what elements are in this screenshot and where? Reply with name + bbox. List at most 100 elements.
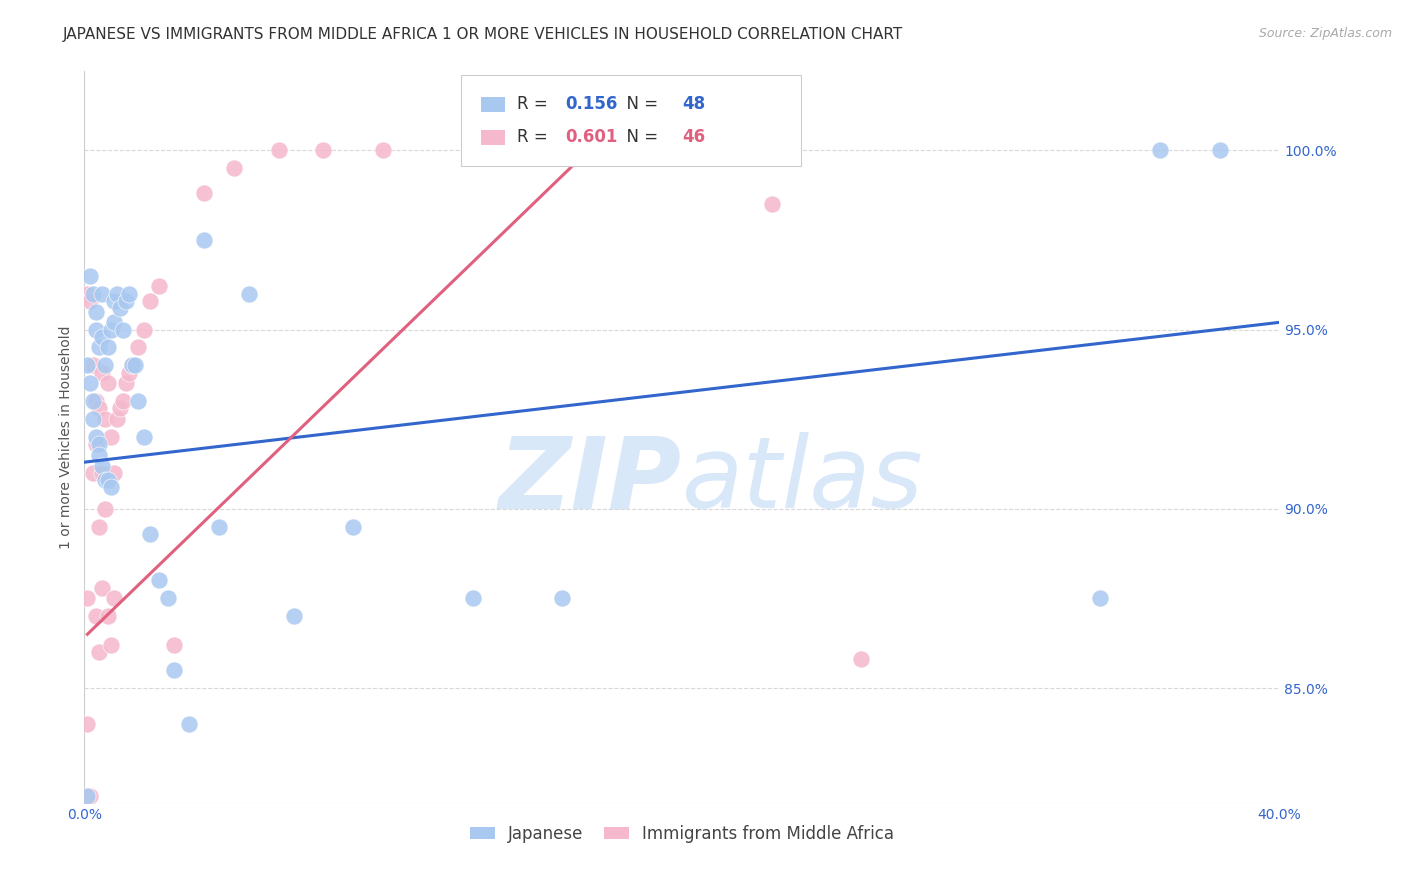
- Point: [1149, 143, 1171, 157]
- Point: [76, 789, 98, 803]
- Point: [461, 143, 484, 157]
- Point: [105, 412, 128, 426]
- Point: [139, 293, 162, 308]
- Point: [97, 609, 120, 624]
- Point: [89, 341, 111, 355]
- Point: [86, 430, 108, 444]
- Point: [115, 376, 138, 391]
- Point: [222, 161, 245, 176]
- Point: [94, 359, 117, 373]
- Point: [110, 301, 132, 315]
- Bar: [481, 130, 505, 145]
- Point: [79, 789, 101, 803]
- Point: [89, 401, 111, 416]
- Point: [115, 293, 138, 308]
- Point: [76, 286, 98, 301]
- Point: [91, 466, 114, 480]
- Point: [132, 430, 156, 444]
- Point: [157, 591, 180, 606]
- Point: [89, 437, 111, 451]
- Point: [163, 638, 186, 652]
- Legend: Japanese, Immigrants from Middle Africa: Japanese, Immigrants from Middle Africa: [463, 818, 901, 849]
- Point: [82, 394, 104, 409]
- Point: [1209, 143, 1232, 157]
- Point: [100, 480, 122, 494]
- Point: [124, 359, 146, 373]
- Point: [94, 501, 117, 516]
- Point: [91, 581, 114, 595]
- Text: 46: 46: [682, 128, 704, 146]
- Text: R =: R =: [517, 95, 553, 113]
- Point: [148, 574, 170, 588]
- Point: [97, 341, 120, 355]
- Text: 48: 48: [682, 95, 704, 113]
- Point: [79, 268, 101, 283]
- Point: [373, 143, 395, 157]
- Point: [342, 519, 364, 533]
- Point: [97, 376, 120, 391]
- FancyBboxPatch shape: [461, 75, 801, 167]
- Text: R =: R =: [517, 128, 553, 146]
- Point: [121, 359, 143, 373]
- Point: [86, 609, 108, 624]
- Point: [112, 394, 135, 409]
- Point: [82, 412, 104, 426]
- Point: [82, 359, 104, 373]
- Point: [79, 376, 101, 391]
- Point: [79, 293, 101, 308]
- Point: [91, 329, 114, 343]
- Point: [193, 186, 215, 201]
- Point: [671, 143, 693, 157]
- Point: [110, 401, 132, 416]
- Point: [461, 591, 484, 606]
- Point: [761, 197, 783, 211]
- Point: [82, 466, 104, 480]
- Point: [1090, 591, 1112, 606]
- Point: [91, 458, 114, 473]
- Point: [267, 143, 290, 157]
- Point: [118, 286, 141, 301]
- Point: [283, 609, 305, 624]
- Point: [118, 366, 141, 380]
- Text: Source: ZipAtlas.com: Source: ZipAtlas.com: [1258, 27, 1392, 40]
- Point: [103, 293, 125, 308]
- Point: [100, 638, 122, 652]
- Point: [86, 437, 108, 451]
- Text: ZIP: ZIP: [499, 433, 682, 530]
- Point: [86, 322, 108, 336]
- Point: [89, 645, 111, 659]
- Point: [522, 143, 544, 157]
- Point: [103, 315, 125, 329]
- Point: [148, 279, 170, 293]
- Point: [94, 473, 117, 487]
- Point: [139, 527, 162, 541]
- Point: [121, 359, 143, 373]
- Point: [100, 322, 122, 336]
- Text: JAPANESE VS IMMIGRANTS FROM MIDDLE AFRICA 1 OR MORE VEHICLES IN HOUSEHOLD CORREL: JAPANESE VS IMMIGRANTS FROM MIDDLE AFRIC…: [63, 27, 904, 42]
- Point: [100, 430, 122, 444]
- Point: [86, 304, 108, 318]
- Point: [103, 466, 125, 480]
- Bar: [481, 97, 505, 112]
- Point: [208, 519, 231, 533]
- Point: [76, 717, 98, 731]
- Point: [76, 591, 98, 606]
- Point: [312, 143, 335, 157]
- Point: [132, 322, 156, 336]
- Point: [112, 322, 135, 336]
- Text: atlas: atlas: [682, 433, 924, 530]
- Point: [551, 591, 574, 606]
- Text: N =: N =: [616, 128, 664, 146]
- Point: [86, 394, 108, 409]
- Text: N =: N =: [616, 95, 664, 113]
- Y-axis label: 1 or more Vehicles in Household: 1 or more Vehicles in Household: [59, 326, 73, 549]
- Point: [238, 286, 260, 301]
- Point: [581, 143, 603, 157]
- Point: [103, 591, 125, 606]
- Point: [127, 341, 149, 355]
- Point: [105, 286, 128, 301]
- Text: 0.601: 0.601: [565, 128, 617, 146]
- Point: [193, 233, 215, 247]
- Point: [177, 717, 200, 731]
- Point: [127, 394, 149, 409]
